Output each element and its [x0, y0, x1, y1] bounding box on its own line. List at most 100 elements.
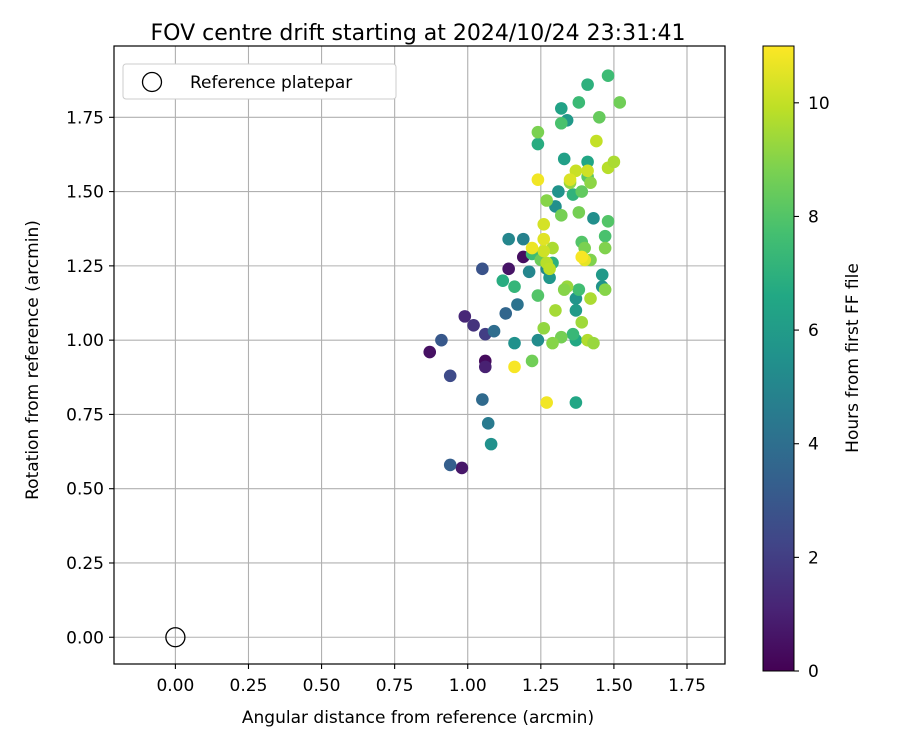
x-axis-label: Angular distance from reference (arcmin): [242, 708, 594, 728]
colorbar-tick-label: 8: [808, 207, 819, 227]
data-point: [458, 310, 472, 323]
colorbar-tick-label: 10: [808, 94, 830, 114]
data-point: [613, 96, 627, 109]
data-point: [557, 283, 571, 296]
data-point: [423, 345, 437, 359]
data-point: [508, 336, 521, 350]
data-point: [601, 69, 615, 83]
plot-frame: [113, 45, 726, 665]
x-tick-label: 1.50: [595, 676, 633, 696]
scatter-points: [423, 69, 627, 475]
colorbar-tick-label: 6: [808, 321, 819, 341]
y-tick-label: 0.50: [66, 480, 104, 500]
data-point: [569, 164, 583, 178]
data-point: [563, 173, 577, 187]
colorbar-tick-label: 4: [808, 435, 819, 455]
data-point: [598, 229, 612, 243]
data-point: [435, 333, 448, 347]
data-point: [587, 212, 600, 225]
colorbar-ticks: 0 2 4 6 8 10: [794, 94, 830, 682]
data-point: [467, 318, 480, 332]
y-tick-label: 0.75: [66, 405, 104, 425]
data-point: [531, 289, 545, 302]
data-point: [537, 321, 551, 335]
data-point: [557, 152, 571, 166]
colorbar-tick-label: 2: [808, 548, 819, 568]
data-point: [569, 304, 583, 317]
data-point: [531, 137, 545, 151]
data-point: [587, 336, 600, 350]
y-axis-label: Rotation from reference (arcmin): [23, 220, 43, 500]
data-point: [476, 393, 489, 406]
data-point: [572, 283, 586, 296]
data-point: [543, 262, 556, 276]
data-point: [443, 458, 457, 472]
data-point: [592, 111, 606, 124]
data-point: [543, 271, 556, 285]
data-point: [572, 96, 586, 109]
data-point: [572, 206, 586, 219]
data-point: [575, 185, 589, 198]
y-tick-label: 0.00: [66, 628, 104, 648]
data-point: [455, 461, 469, 475]
x-tick-label: 0.00: [156, 676, 194, 696]
data-point: [554, 116, 568, 130]
x-tick-label: 0.75: [376, 676, 414, 696]
y-tick-label: 1.50: [66, 183, 104, 203]
x-tick-label: 1.00: [449, 676, 487, 696]
data-point: [537, 232, 551, 246]
data-point: [590, 134, 603, 148]
data-point: [511, 298, 524, 311]
data-point: [598, 241, 612, 255]
x-tick-label: 1.75: [668, 676, 706, 696]
x-axis-ticks: 0.00 0.25 0.50 0.75 1.00 1.25 1.50 1.75: [156, 664, 706, 696]
data-point: [499, 307, 513, 320]
data-point: [478, 360, 492, 374]
data-point: [522, 265, 536, 279]
data-point: [549, 304, 562, 317]
data-point: [546, 336, 559, 350]
data-point: [607, 155, 621, 169]
data-point: [496, 274, 510, 288]
data-point: [487, 324, 501, 338]
y-tick-label: 1.75: [66, 108, 104, 128]
colorbar-tick-label: 0: [808, 662, 819, 682]
data-point: [537, 244, 551, 258]
data-point: [575, 250, 589, 264]
data-point: [552, 185, 565, 198]
data-point: [584, 176, 597, 189]
data-point: [502, 262, 515, 276]
y-tick-label: 1.25: [66, 257, 104, 277]
legend: Reference platepar: [122, 63, 397, 100]
data-point: [554, 209, 568, 222]
y-axis-ticks: 0.00 0.25 0.50 0.75 1.00 1.25 1.50 1.75: [66, 108, 114, 648]
data-point: [566, 327, 580, 341]
data-point: [531, 333, 545, 347]
chart-title: FOV centre drift starting at 2024/10/24 …: [151, 21, 686, 46]
data-point: [508, 360, 521, 374]
data-point: [581, 155, 594, 169]
data-point: [540, 396, 553, 409]
data-point: [569, 396, 583, 409]
colorbar: 0 2 4 6 8 10 Hours from first FF file: [762, 45, 863, 682]
data-point: [581, 78, 594, 91]
y-tick-label: 1.00: [66, 331, 104, 351]
legend-box: [122, 63, 397, 100]
colorbar-gradient: [762, 45, 795, 672]
grid: [114, 46, 725, 664]
data-point: [554, 102, 568, 115]
colorbar-label: Hours from first FF file: [843, 263, 863, 453]
data-point: [575, 316, 589, 329]
legend-entry: Reference platepar: [190, 73, 352, 93]
data-point: [531, 173, 545, 187]
legend-marker-icon: [141, 71, 163, 93]
data-point: [525, 354, 539, 368]
x-tick-label: 0.50: [303, 676, 341, 696]
data-point: [540, 194, 553, 207]
data-point: [537, 217, 551, 231]
reference-point-marker: [165, 627, 186, 648]
data-point: [601, 214, 615, 228]
data-point: [581, 164, 594, 178]
data-point: [525, 241, 539, 255]
